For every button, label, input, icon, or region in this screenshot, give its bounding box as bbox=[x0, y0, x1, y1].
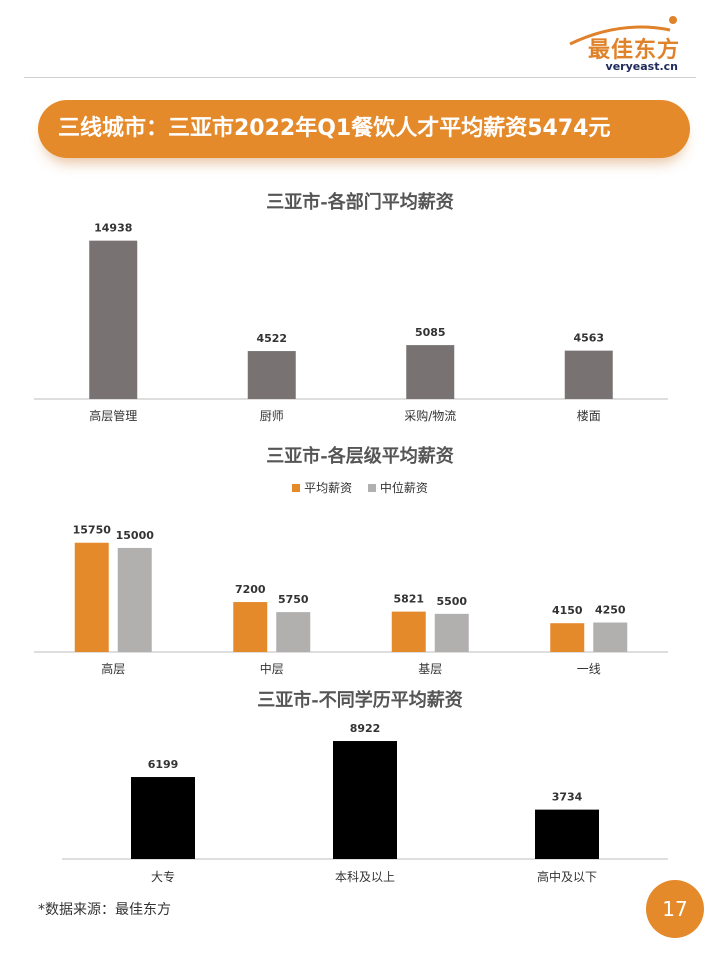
level-category-label: 基层 bbox=[418, 662, 442, 676]
legend-label-median: 中位薪资 bbox=[379, 481, 428, 495]
department-category-label: 楼面 bbox=[577, 408, 601, 423]
education-bar bbox=[535, 809, 599, 859]
department-data-label: 4522 bbox=[256, 332, 287, 345]
level-bar bbox=[276, 612, 311, 652]
legend-label-average: 平均薪资 bbox=[304, 481, 353, 495]
banner-title: 三线城市：三亚市2022年Q1餐饮人才平均薪资5474元 bbox=[58, 116, 611, 141]
title-banner: 三线城市：三亚市2022年Q1餐饮人才平均薪资5474元 bbox=[38, 100, 690, 158]
level-salary-chart: 15750 15000 高层 7200 5750 中层 5821 5500 基层 4150 4250… bbox=[34, 524, 668, 676]
level-category-label: 一线 bbox=[577, 662, 601, 676]
level-bar bbox=[74, 542, 109, 652]
legend-item-median: 中位薪资 bbox=[367, 479, 428, 496]
education-category-label: 高中及以下 bbox=[537, 869, 597, 884]
level-bar bbox=[593, 622, 628, 652]
logo-name: 最佳东方 bbox=[587, 38, 680, 63]
level-data-label: 15000 bbox=[116, 529, 155, 542]
logo-domain: veryeast.cn bbox=[605, 60, 678, 73]
department-category-label: 高层管理 bbox=[89, 408, 137, 423]
brand-logo: 最佳东方 veryeast.cn bbox=[530, 14, 680, 74]
page-number: 17 bbox=[646, 880, 704, 938]
department-data-label: 14938 bbox=[94, 222, 132, 235]
level-category-label: 高层 bbox=[101, 661, 125, 676]
chart2-title: 三亚市-各层级平均薪资 bbox=[266, 446, 454, 467]
chart3-title: 三亚市-不同学历平均薪资 bbox=[257, 690, 463, 711]
level-bar bbox=[233, 602, 268, 652]
data-source: *数据来源：最佳东方 bbox=[38, 902, 171, 918]
chart1-title: 三亚市-各部门平均薪资 bbox=[266, 192, 454, 213]
level-bar bbox=[550, 623, 585, 652]
legend-swatch-median bbox=[367, 484, 376, 492]
education-bar bbox=[333, 741, 397, 859]
department-salary-chart: 14938 高层管理 4522 厨师 5085 采购/物流 4563 楼面 bbox=[34, 222, 668, 423]
education-category-label: 大专 bbox=[151, 869, 175, 884]
education-category-label: 本科及以上 bbox=[335, 870, 395, 884]
department-bar bbox=[406, 345, 455, 399]
department-data-label: 5085 bbox=[415, 326, 446, 339]
level-data-label: 4250 bbox=[595, 604, 626, 617]
level-data-label: 5750 bbox=[278, 593, 309, 606]
department-data-label: 4563 bbox=[573, 332, 604, 345]
legend-item-average: 平均薪资 bbox=[292, 479, 352, 496]
level-category-label: 中层 bbox=[260, 661, 284, 676]
level-bar bbox=[434, 613, 469, 652]
department-bar bbox=[564, 350, 613, 399]
level-bar bbox=[391, 611, 426, 652]
education-data-label: 6199 bbox=[148, 758, 179, 771]
education-salary-chart: 6199 大专 8922 本科及以上 3734 高中及以下 bbox=[62, 722, 668, 884]
education-bar bbox=[131, 777, 195, 859]
department-bar bbox=[247, 351, 296, 399]
education-data-label: 3734 bbox=[552, 791, 583, 804]
logo-swoosh-icon bbox=[569, 16, 677, 46]
level-data-label: 15750 bbox=[73, 524, 112, 537]
level-data-label: 5821 bbox=[393, 593, 424, 606]
level-data-label: 5500 bbox=[436, 595, 467, 608]
level-data-label: 4150 bbox=[552, 604, 583, 617]
department-bar bbox=[89, 240, 138, 399]
education-data-label: 8922 bbox=[350, 722, 381, 735]
department-category-label: 采购/物流 bbox=[404, 408, 456, 423]
level-data-label: 7200 bbox=[235, 583, 266, 596]
chart2-legend: 平均薪资 中位薪资 bbox=[0, 479, 720, 496]
header-divider bbox=[24, 77, 696, 78]
department-category-label: 厨师 bbox=[260, 409, 284, 423]
level-bar bbox=[117, 547, 152, 652]
legend-swatch-average bbox=[292, 484, 301, 492]
